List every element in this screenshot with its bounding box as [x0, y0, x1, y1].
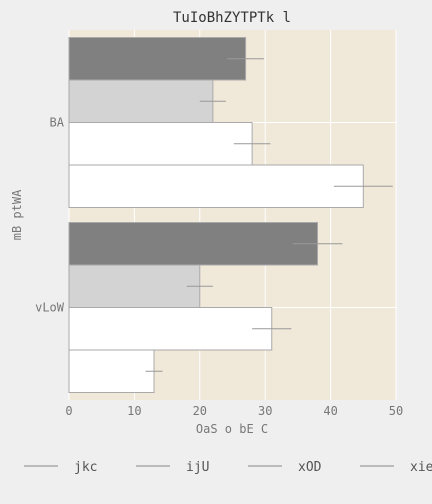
bar-xie-vLoW — [68, 349, 155, 393]
x-tick-label: 50 — [389, 404, 403, 418]
x-tick-label: 0 — [65, 404, 72, 418]
bar-ijU-vLoW — [68, 264, 201, 308]
x-axis-label: OaS o bE C — [196, 422, 268, 436]
bar-xOD-BA — [68, 122, 253, 166]
plot-area: BA vLoW 0 10 20 30 40 50 — [35, 30, 403, 418]
bar-xie-BA — [68, 164, 364, 208]
y-axis-label: mB ptWA — [10, 189, 24, 240]
legend-label-xOD: xOD — [298, 460, 322, 475]
bar-jkc-BA — [68, 37, 247, 81]
legend-label-ijU: ijU — [186, 460, 209, 475]
bar-xOD-vLoW — [68, 307, 273, 351]
x-tick-label: 30 — [258, 404, 272, 418]
bar-jkc-vLoW — [68, 222, 319, 266]
y-tick-label: BA — [50, 116, 65, 130]
y-tick-label: vLoW — [35, 301, 65, 315]
x-tick-label: 10 — [127, 404, 141, 418]
legend-label-jkc: jkc — [74, 460, 97, 475]
chart-title: TuIoBhZYTPTk l — [173, 10, 291, 26]
x-tick-label: 20 — [193, 404, 207, 418]
bar-ijU-BA — [68, 79, 214, 123]
legend-label-xie: xie — [410, 460, 432, 475]
x-tick-label: 40 — [323, 404, 337, 418]
legend: jkc ijU xOD xie — [24, 460, 432, 475]
